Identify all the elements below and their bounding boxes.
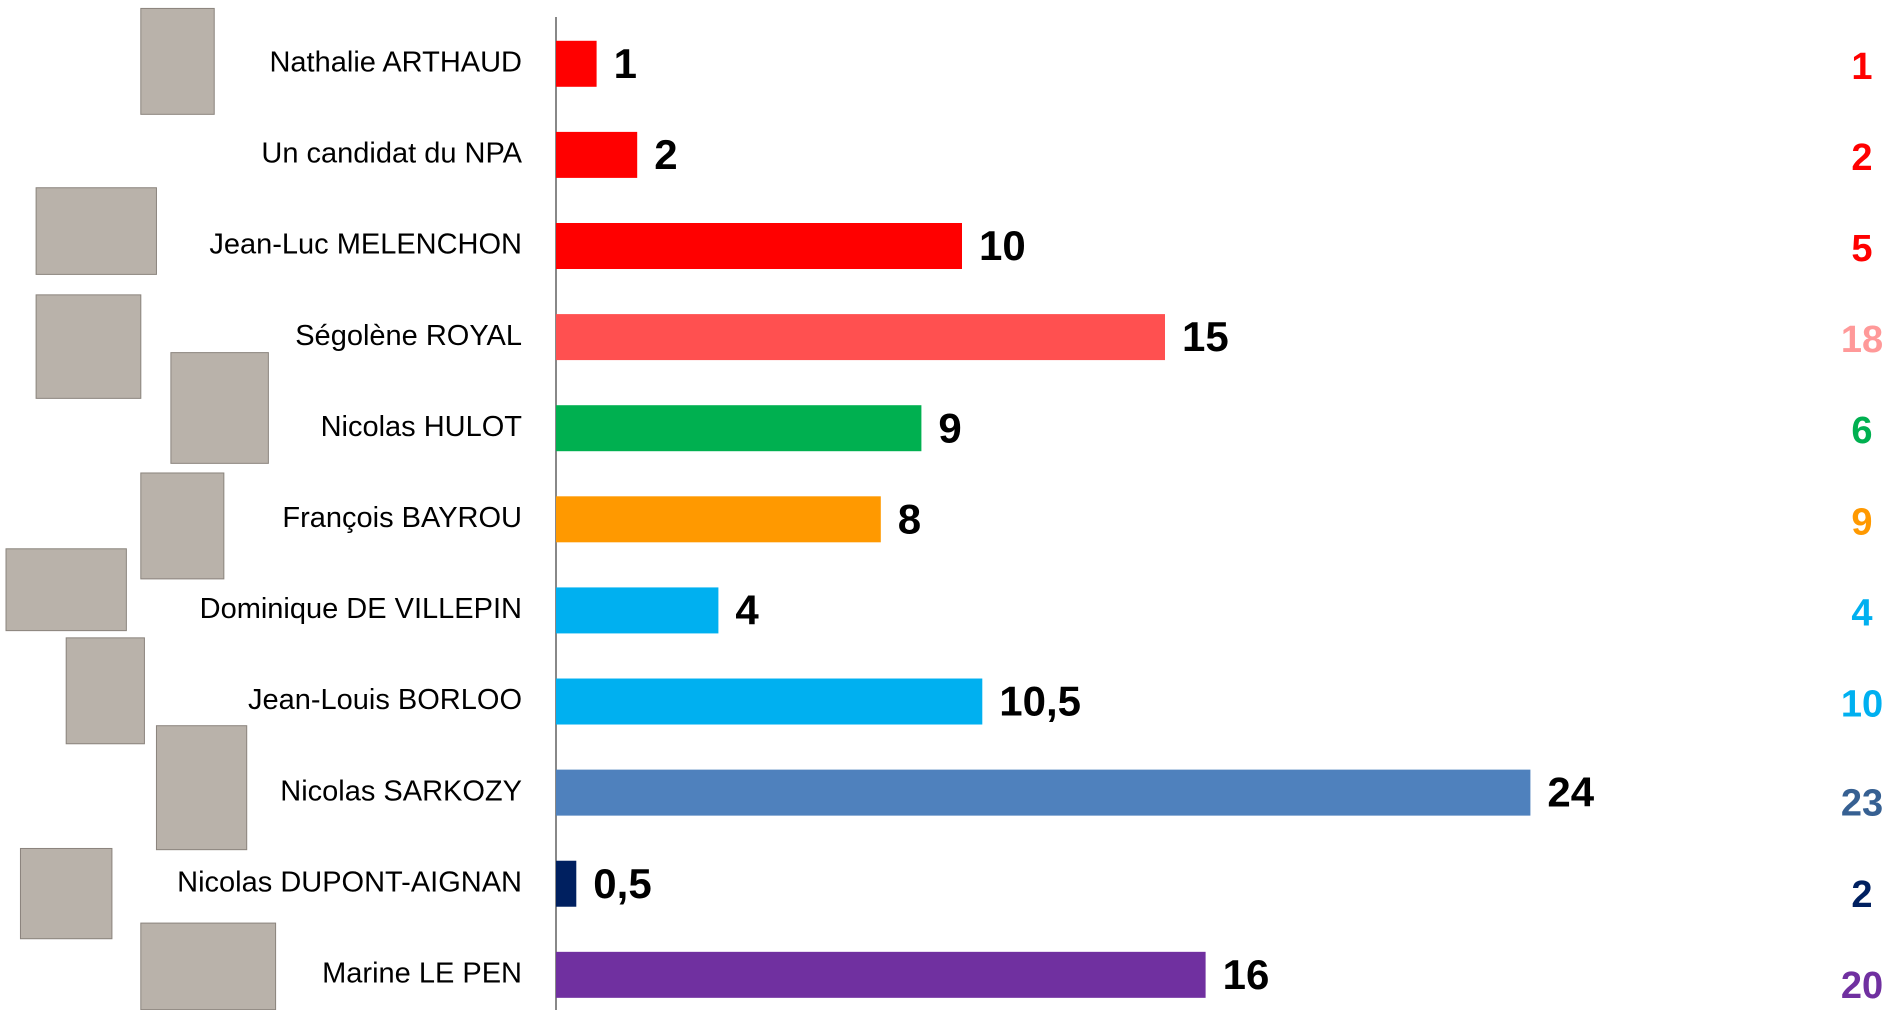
category-label: Nicolas SARKOZY [280, 775, 522, 807]
candidate-photo [140, 922, 277, 1010]
bar [556, 678, 983, 725]
candidate-photo [19, 847, 113, 940]
secondary-value: 2 [1851, 874, 1872, 916]
value-label: 10,5 [999, 678, 1081, 725]
value-label: 15 [1182, 313, 1229, 360]
category-label: Ségolène ROYAL [295, 320, 522, 352]
secondary-value: 1 [1851, 46, 1872, 88]
candidate-photo [170, 352, 269, 464]
secondary-value: 5 [1851, 228, 1872, 270]
secondary-value: 2 [1851, 137, 1872, 179]
value-label: 8 [898, 495, 921, 542]
bar [556, 314, 1165, 361]
candidate-photo [35, 187, 157, 275]
bar [556, 40, 597, 87]
secondary-value: 20 [1841, 965, 1883, 1007]
category-label: Dominique DE VILLEPIN [200, 593, 522, 625]
category-label: François BAYROU [282, 502, 522, 534]
value-label: 9 [938, 404, 961, 451]
value-label: 0,5 [593, 860, 651, 907]
value-label: 4 [735, 587, 759, 634]
value-label: 10 [979, 222, 1026, 269]
secondary-value: 10 [1841, 684, 1883, 726]
secondary-value: 6 [1851, 410, 1872, 452]
bar [556, 769, 1531, 816]
secondary-value: 4 [1851, 592, 1872, 634]
category-label: Nathalie ARTHAUD [269, 46, 522, 78]
candidate-photo [5, 548, 127, 632]
category-label: Marine LE PEN [322, 957, 522, 989]
category-label: Jean-Luc MELENCHON [209, 229, 522, 261]
value-label: 1 [614, 40, 637, 87]
category-label: Un candidat du NPA [261, 138, 522, 170]
category-label: Jean-Louis BORLOO [248, 684, 522, 716]
bar [556, 405, 922, 452]
value-label: 16 [1223, 951, 1270, 998]
category-label: Nicolas HULOT [321, 411, 523, 443]
secondary-value: 18 [1841, 319, 1883, 361]
bar [556, 860, 577, 907]
bar [556, 496, 881, 543]
value-label: 2 [654, 131, 677, 178]
candidate-photo [155, 725, 248, 851]
candidate-photo [140, 7, 215, 115]
secondary-value: 23 [1841, 783, 1883, 825]
candidate-photo [140, 472, 225, 580]
bar [556, 222, 962, 269]
secondary-value: 9 [1851, 501, 1872, 543]
candidate-photo [35, 294, 142, 399]
bar [556, 951, 1206, 998]
value-label: 24 [1547, 769, 1594, 816]
bar [556, 587, 719, 634]
category-label: Nicolas DUPONT-AIGNAN [177, 866, 522, 898]
candidate-photo [65, 637, 145, 745]
bar [556, 131, 638, 178]
